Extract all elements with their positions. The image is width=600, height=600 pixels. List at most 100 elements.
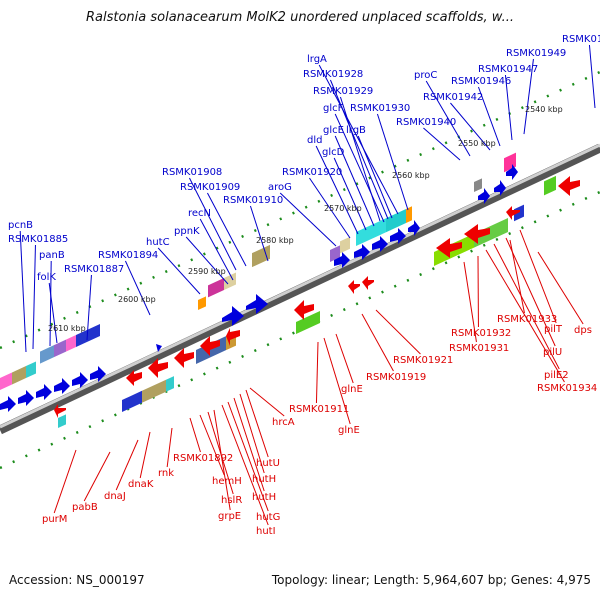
gene-label-forward[interactable]: RSMK01908 [162, 167, 222, 178]
gene-label-reverse[interactable]: dps [574, 325, 592, 336]
gene-label-forward[interactable]: hutC [146, 237, 170, 248]
gene-leader-line [189, 417, 201, 453]
gene-label-forward[interactable]: panB [39, 250, 65, 261]
gene-label-forward[interactable]: RSMK01947 [478, 64, 538, 75]
gene-leader-line [334, 113, 385, 223]
gene-label-forward[interactable]: recN [188, 208, 211, 219]
gene-label-reverse[interactable]: rnk [158, 468, 174, 479]
gene-label-reverse[interactable]: hemH [212, 476, 242, 487]
gene-label-reverse[interactable]: dnaJ [104, 491, 126, 502]
gene-label-reverse[interactable]: purM [42, 514, 67, 525]
gene-label-reverse[interactable]: hutI [256, 526, 276, 537]
gene-label-forward[interactable]: glcD [322, 147, 345, 158]
gene-label-reverse[interactable]: RSMK01933 [497, 314, 557, 325]
gene-leader-line [309, 177, 351, 239]
gene-leader-line [227, 401, 269, 512]
gene-label-reverse[interactable]: RSMK01919 [366, 372, 426, 383]
gene-leader-line [233, 397, 265, 492]
gene-label-forward[interactable]: RSMK01940 [396, 117, 456, 128]
gene-label-forward[interactable]: proC [414, 70, 437, 81]
forward-arrows [0, 164, 518, 412]
gene-leader-line [53, 449, 77, 514]
gene-label-forward[interactable]: RSMK01960 [562, 34, 600, 45]
gene-leader-line [239, 393, 265, 474]
gene-leader-line [249, 205, 269, 262]
kbp-marker: 2560 kbp [392, 171, 430, 180]
gene-label-reverse[interactable]: RSMK01932 [451, 328, 511, 339]
gene-leader-line [19, 230, 27, 353]
gene-leader-line [505, 237, 556, 347]
gene-label-reverse[interactable]: glnE [341, 384, 363, 395]
gene-leader-line [245, 389, 269, 458]
gene-leader-line [315, 145, 359, 235]
kbp-marker: 2570 kbp [324, 204, 362, 213]
gene-label-reverse[interactable]: RSMK01931 [449, 343, 509, 354]
gene-leader-line [376, 113, 409, 211]
gene-leader-line [124, 260, 151, 316]
map-title: Ralstonia solanacearum MolK2 unordered u… [85, 10, 514, 25]
gene-label-forward[interactable]: RSMK01910 [223, 195, 283, 206]
reverse-arrows [54, 176, 580, 418]
gene-leader-line [199, 414, 225, 476]
gene-label-reverse[interactable]: RSMK01892 [173, 453, 233, 464]
gene-leader-line [207, 192, 247, 267]
gene-label-forward[interactable]: RSMK01930 [350, 103, 410, 114]
gene-label-reverse[interactable]: hutU [256, 458, 280, 469]
gene-label-reverse[interactable]: RSMK01911 [289, 404, 349, 415]
gene-label-forward[interactable]: lrgA [307, 54, 327, 65]
gene-label-reverse[interactable]: hutH [252, 474, 276, 485]
gene-leader-line [335, 333, 354, 384]
gene-label-forward[interactable]: lrgB [346, 125, 366, 136]
forward-features [0, 152, 516, 390]
gene-label-reverse[interactable]: pilT [544, 324, 563, 335]
gene-label-forward[interactable]: RSMK01909 [180, 182, 240, 193]
gene-label-reverse[interactable]: pabB [72, 502, 98, 513]
gene-label-forward[interactable]: ppnK [174, 226, 200, 237]
kbp-marker: 2550 kbp [458, 139, 496, 148]
gene-label-forward[interactable]: RSMK01949 [506, 48, 566, 59]
kbp-marker: 2610 kbp [48, 324, 86, 333]
kbp-marker: 2580 kbp [256, 236, 294, 245]
gene-label-forward[interactable]: aroG [268, 182, 292, 193]
gene-leader-line [32, 244, 36, 350]
gene-label-forward[interactable]: glcF [323, 103, 344, 114]
gene-label-reverse[interactable]: pilE2 [544, 370, 569, 381]
gene-label-forward[interactable]: RSMK01928 [303, 69, 363, 80]
gene-label-forward[interactable]: pcnB [8, 220, 33, 231]
gene-leader-line [199, 218, 234, 281]
gene-label-forward[interactable]: RSMK01942 [423, 92, 483, 103]
gene-label-reverse[interactable]: pilU [543, 347, 562, 358]
gene-leader-line [315, 341, 319, 404]
gene-label-reverse[interactable]: hslR [221, 495, 242, 506]
gene-label-reverse[interactable]: glnE [338, 425, 360, 436]
gene-leader-line [139, 431, 151, 479]
gene-label-reverse[interactable]: hutG [256, 512, 280, 523]
gene-leader-line [450, 102, 491, 151]
chromosome-backbone [0, 143, 600, 435]
gene-leader-line [504, 74, 513, 141]
gene-label-reverse[interactable]: grpE [218, 511, 241, 522]
gene-label-forward[interactable]: RSMK01894 [98, 250, 158, 261]
gene-leader-line [279, 192, 337, 247]
gene-label-forward[interactable]: RSMK01946 [451, 76, 511, 87]
gene-label-reverse[interactable]: RSMK01921 [393, 355, 453, 366]
kbp-marker: 2540 kbp [525, 105, 563, 114]
gene-leader-line [477, 86, 501, 147]
gene-label-reverse[interactable]: RSMK01934 [537, 383, 597, 394]
gene-label-forward[interactable]: dld [307, 135, 322, 146]
gene-leader-line [537, 251, 584, 325]
gene-label-reverse[interactable]: dnaK [128, 479, 154, 490]
gene-label-reverse[interactable]: hrcA [272, 417, 295, 428]
gene-leader-line [334, 135, 375, 227]
gene-label-forward[interactable]: RSMK01920 [282, 167, 342, 178]
gene-leader-line [83, 451, 111, 502]
gene-label-reverse[interactable]: hutH [252, 492, 276, 503]
gene-label-forward[interactable]: RSMK01885 [8, 234, 68, 245]
gene-label-forward[interactable]: RSMK01887 [64, 264, 124, 275]
gene-leader-line [519, 229, 557, 324]
gene-label-forward[interactable]: RSMK01929 [313, 86, 373, 97]
gene-leader-line [318, 64, 399, 215]
gene-label-forward[interactable]: folK [37, 272, 56, 283]
gene-label-forward[interactable]: glcE [323, 125, 344, 136]
